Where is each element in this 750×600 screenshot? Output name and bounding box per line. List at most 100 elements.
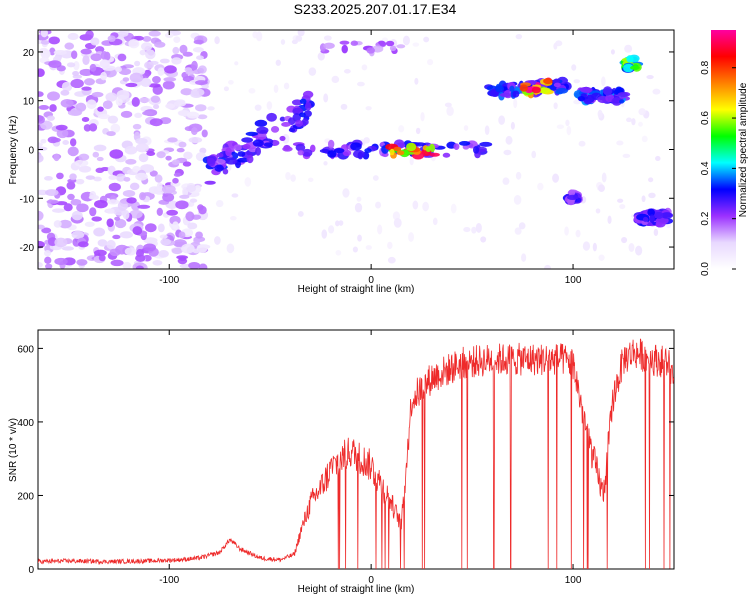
colorbar: 0.0 0.2 0.4 0.6 0.8 Normalized spectral ampl… xyxy=(700,30,749,276)
heatmap-cell xyxy=(598,184,605,192)
heatmap-cell xyxy=(156,182,163,192)
heatmap-cell xyxy=(86,99,97,110)
heatmap-cell xyxy=(279,135,286,142)
heatmap-cell xyxy=(327,150,337,158)
heatmap-cell xyxy=(40,138,47,144)
heatmap-cell xyxy=(649,214,656,223)
heatmap-cell xyxy=(100,71,107,81)
heatmap-cell xyxy=(64,42,75,50)
heatmap-cell xyxy=(180,88,193,96)
heatmap-cell xyxy=(626,117,632,123)
heatmap-cell xyxy=(38,154,44,163)
heatmap-cell xyxy=(185,69,195,75)
heatmap-cell xyxy=(297,149,304,156)
colorbar-tick-label: 0.6 xyxy=(700,111,711,125)
heatmap-cell xyxy=(93,144,107,152)
heatmap-cell xyxy=(621,237,628,244)
heatmap-cell xyxy=(317,52,325,61)
heatmap-cell xyxy=(385,40,395,47)
heatmap-cell xyxy=(597,109,603,119)
heatmap-cell xyxy=(350,40,359,46)
colorbar-ramp xyxy=(711,30,736,269)
heatmap-cell xyxy=(54,257,68,266)
heatmap-cell xyxy=(100,51,108,60)
heatmap-cell xyxy=(90,53,102,62)
heatmap-cell xyxy=(544,264,551,269)
heatmap-cell xyxy=(623,63,634,73)
heatmap-cell xyxy=(423,36,430,43)
heatmap-cell xyxy=(173,100,186,107)
heatmap-cell xyxy=(328,225,335,234)
heatmap-cell xyxy=(89,63,97,72)
heatmap-cell xyxy=(223,86,229,92)
heatmap-cell xyxy=(214,236,221,245)
heatmap-cell xyxy=(582,241,591,251)
heatmap-cell xyxy=(237,151,246,157)
heatmap-cell xyxy=(170,181,181,187)
heatmap-cell xyxy=(425,146,432,152)
heatmap-cell xyxy=(131,201,141,211)
heatmap-cell xyxy=(94,199,108,209)
heatmap-cell xyxy=(204,180,216,185)
heatmap-cell xyxy=(129,182,140,191)
heatmap-cell xyxy=(323,161,328,166)
heatmap-cell xyxy=(295,35,303,42)
heatmap-cell xyxy=(630,65,640,70)
heatmap-cell xyxy=(173,36,181,43)
heatmap-cell xyxy=(97,239,108,247)
heatmap-cell xyxy=(47,91,60,101)
heatmap-cell xyxy=(139,192,146,201)
heatmap-cell xyxy=(631,118,636,126)
heatmap-cell xyxy=(357,81,365,87)
heatmap-cell xyxy=(339,40,350,45)
heatmap-cell xyxy=(617,198,624,203)
heatmap-cell xyxy=(105,92,118,102)
heatmap-cell xyxy=(309,144,316,153)
heatmap-cell xyxy=(307,177,314,182)
heatmap-cell xyxy=(626,55,634,63)
heatmap-cell xyxy=(387,256,396,264)
y-tick-label: 20 xyxy=(23,48,35,59)
heatmap-cell xyxy=(60,98,74,108)
heatmap-cell xyxy=(167,137,178,143)
heatmap-cell xyxy=(183,151,193,160)
heatmap-cell xyxy=(124,145,138,155)
colorbar-tick-label: 0.0 xyxy=(700,262,711,276)
heatmap-cell xyxy=(142,36,152,42)
heatmap-cell xyxy=(97,106,104,112)
heatmap-cell xyxy=(266,101,273,110)
heatmap-cell xyxy=(179,194,190,199)
heatmap-cell xyxy=(201,129,208,138)
heatmap-cell xyxy=(126,197,137,204)
heatmap-cell xyxy=(70,78,84,89)
heatmap-cell xyxy=(48,60,62,69)
heatmap-cell xyxy=(186,184,197,193)
heatmap-cell xyxy=(71,210,83,221)
heatmap-cell xyxy=(216,153,224,158)
heatmap-cell xyxy=(186,111,200,119)
heatmap-cell xyxy=(304,102,312,111)
heatmap-cell xyxy=(539,87,551,94)
heatmap-cell xyxy=(132,123,142,130)
heatmap-cell xyxy=(44,176,53,181)
heatmap-cell xyxy=(624,44,633,53)
heatmap-cell xyxy=(409,157,414,166)
heatmap-cell xyxy=(149,170,158,177)
heatmap-cell xyxy=(653,228,659,237)
heatmap-cell xyxy=(73,60,80,71)
heatmap-cell xyxy=(131,97,140,107)
heatmap-cell xyxy=(302,90,314,99)
heatmap-cell xyxy=(81,117,90,122)
heatmap-cell xyxy=(356,196,362,202)
heatmap-cell xyxy=(93,227,106,237)
heatmap-cell xyxy=(172,46,180,55)
heatmap-cell xyxy=(552,173,560,183)
heatmap-cell xyxy=(299,112,306,118)
heatmap-cell xyxy=(393,218,402,228)
heatmap-cell xyxy=(48,36,60,45)
heatmap-cell xyxy=(69,138,77,147)
heatmap-cell xyxy=(498,115,506,125)
heatmap-cell xyxy=(246,154,254,164)
snr-x-label: Height of straight line (km) xyxy=(298,584,415,595)
heatmap-cell xyxy=(135,254,146,262)
